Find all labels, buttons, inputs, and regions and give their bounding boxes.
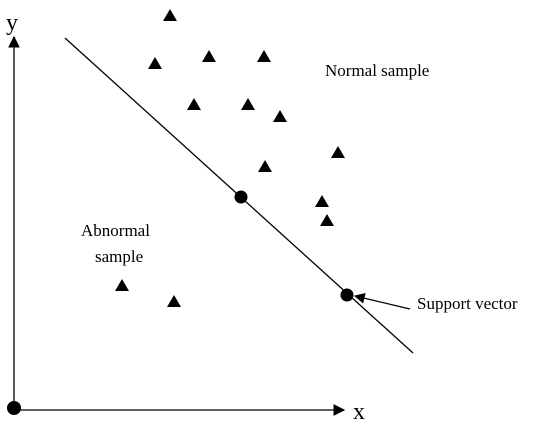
x-axis-label: x: [353, 399, 365, 425]
support-vector-label: Support vector: [417, 294, 518, 313]
normal-sample-point: [202, 50, 216, 62]
normal-sample-point: [331, 146, 345, 158]
normal-sample-label: Normal sample: [325, 61, 429, 80]
normal-sample-point: [273, 110, 287, 122]
abnormal-sample-label-line1: Abnormal: [81, 221, 150, 240]
normal-sample-point: [257, 50, 271, 62]
abnormal-sample-point: [167, 295, 181, 307]
normal-sample-points: [148, 9, 345, 226]
origin-dot: [7, 401, 21, 415]
normal-sample-point: [320, 214, 334, 226]
support-vector-point: [234, 190, 248, 204]
normal-sample-point: [148, 57, 162, 69]
normal-sample-point: [187, 98, 201, 110]
support-vector-pointer: [353, 292, 411, 310]
abnormal-sample-point: [115, 279, 129, 291]
support-vector-point: [340, 288, 354, 302]
y-axis-label: y: [6, 10, 18, 36]
normal-sample-point: [315, 195, 329, 207]
normal-sample-point: [258, 160, 272, 172]
normal-sample-point: [163, 9, 177, 21]
abnormal-sample-points: [115, 279, 181, 307]
abnormal-sample-label-line2: sample: [95, 247, 143, 266]
normal-sample-point: [241, 98, 255, 110]
